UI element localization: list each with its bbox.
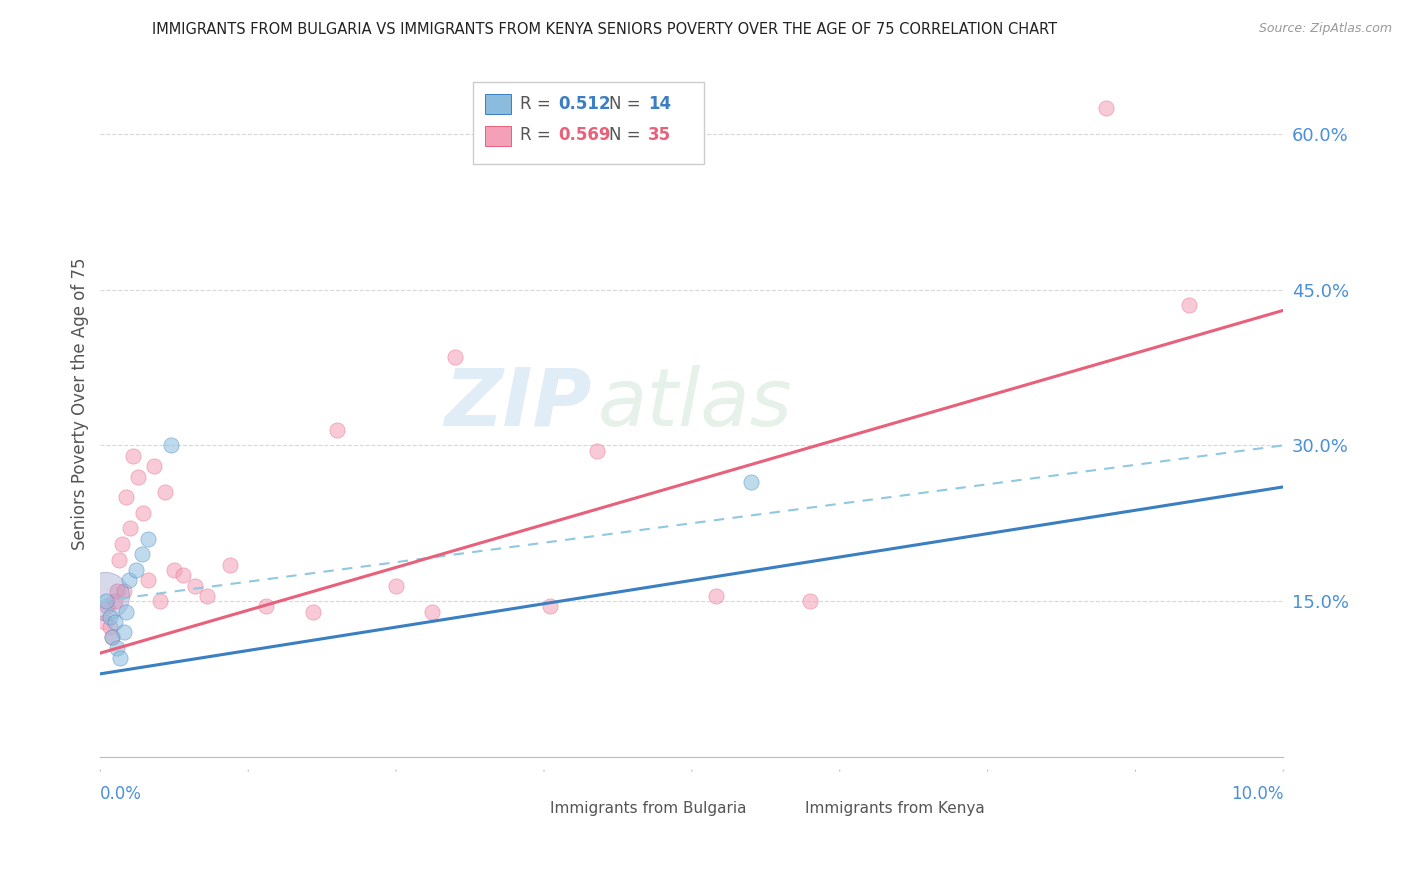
Text: 10.0%: 10.0% [1230,785,1284,803]
Point [115,605,138,619]
Point [163,563,186,577]
Point [96,599,118,614]
Point [103,594,125,608]
Text: 0.0%: 0.0% [100,785,142,803]
Point [127,469,149,483]
Point [148,594,170,608]
Point [132,506,155,520]
Bar [485,127,510,146]
Text: R =: R = [520,127,557,145]
Point [155,485,177,500]
Point [125,563,148,577]
Point [704,589,727,603]
Text: Source: ZipAtlas.com: Source: ZipAtlas.com [1258,22,1392,36]
Point [108,552,131,566]
Text: N =: N = [609,95,645,112]
Text: ZIP: ZIP [444,365,592,442]
Point [94,589,117,603]
Point [111,537,134,551]
Point [110,651,132,665]
Point [184,578,207,592]
Point [1177,298,1199,312]
Point [385,578,408,592]
Point [586,443,609,458]
Point [799,594,821,608]
Bar [520,800,544,817]
Point [172,568,194,582]
Point [136,574,159,588]
Text: R =: R = [520,95,557,112]
Point [420,605,443,619]
Point [538,599,561,614]
Text: 0.569: 0.569 [558,127,610,145]
Point [142,459,165,474]
Point [112,625,135,640]
Point [112,583,135,598]
Point [98,609,121,624]
Y-axis label: Seniors Poverty Over the Age of 75: Seniors Poverty Over the Age of 75 [72,258,89,550]
Bar [485,95,510,114]
Point [98,620,121,634]
Point [136,532,159,546]
Point [131,548,153,562]
Text: Immigrants from Bulgaria: Immigrants from Bulgaria [550,801,747,816]
Point [118,574,141,588]
Point [219,558,242,572]
Point [122,449,145,463]
FancyBboxPatch shape [472,82,703,163]
Point [94,615,117,629]
Point [1095,101,1118,115]
Point [118,521,141,535]
Text: 14: 14 [648,95,671,112]
Text: 0.512: 0.512 [558,95,610,112]
Point [302,605,325,619]
Point [254,599,277,614]
Point [96,594,118,608]
Point [740,475,762,489]
Point [105,583,128,598]
Text: 35: 35 [648,127,671,145]
Point [444,350,467,364]
Text: Immigrants from Kenya: Immigrants from Kenya [806,801,986,816]
Text: IMMIGRANTS FROM BULGARIA VS IMMIGRANTS FROM KENYA SENIORS POVERTY OVER THE AGE O: IMMIGRANTS FROM BULGARIA VS IMMIGRANTS F… [152,22,1057,37]
Point [101,631,124,645]
Point [326,423,349,437]
Point [101,631,124,645]
Text: atlas: atlas [598,365,792,442]
Point [195,589,218,603]
Point [160,438,183,452]
Point [115,490,138,504]
Text: N =: N = [609,127,645,145]
Point [105,640,128,655]
Point [103,615,125,629]
Bar [775,800,799,817]
